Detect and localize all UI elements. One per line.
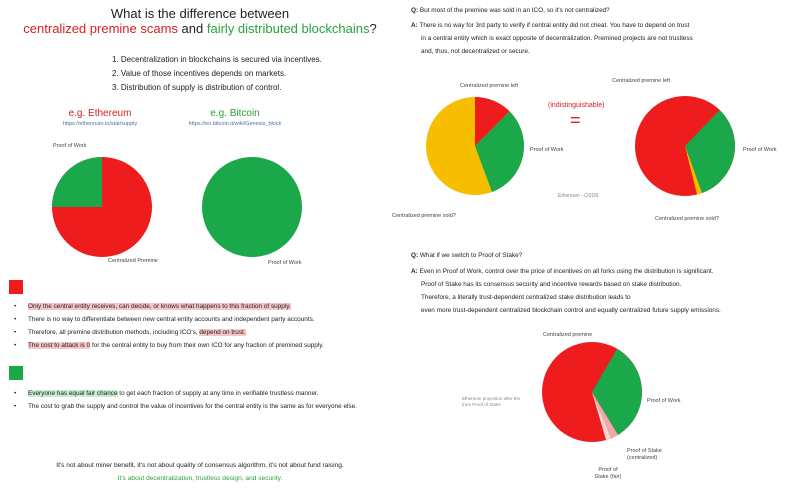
green-marker (9, 366, 23, 380)
pos-pow-label: Proof of Work (647, 398, 681, 404)
left-sold-label: Centralized premine sold? (392, 213, 456, 219)
left-premine-left-label: Centralized premine left (460, 83, 519, 89)
premine-left-slice (475, 97, 510, 146)
reason-item: 1. Decentralization in blockchains is se… (112, 55, 322, 64)
list-item: • Only the central entity receives, can d… (14, 303, 291, 310)
bitcoin-pow-label: Proof of Work (268, 260, 302, 266)
ethereum-url[interactable]: https://etherscan.io/stat/supply (62, 121, 138, 127)
ethereum-label: e.g. Ethereum (68, 108, 132, 119)
reasons-list: 1. Decentralization in blockchains is se… (112, 53, 322, 95)
source-label: Ethereum - (2018) (558, 193, 599, 199)
red-marker (9, 280, 23, 294)
qa2-answer: A: Even in Proof of Work, control over t… (411, 268, 721, 314)
pow-slice (685, 110, 735, 193)
pos-note: Ethereum projection after 5% from Proof … (462, 396, 521, 407)
page-title: What is the difference between (110, 6, 290, 21)
premine-combined-pie (635, 96, 735, 196)
qa2-question: Q: What if we switch to Proof of Stake? (411, 252, 523, 259)
footer-line1: It's not about miner benefit, it's not a… (56, 462, 344, 469)
qa1-answer: A: There is no way for 3rd party to veri… (411, 22, 693, 55)
list-item: • Therefore, all premine distribution met… (14, 329, 246, 336)
ethereum-pie (52, 157, 152, 257)
right-premine-left-label: Centralized premine left (612, 78, 671, 84)
pos-centralized-label: Proof of Stake (centralized) (627, 448, 662, 461)
right-pow-label: Proof of Work (743, 147, 777, 153)
red-bullet-list: • Only the central entity receives, can d… (14, 300, 324, 352)
reason-item: 2. Value of those incentives depends on … (112, 69, 287, 78)
title-red-part: centralized premine scams (23, 21, 178, 36)
pow-slice (592, 349, 642, 435)
ethereum-pow-label: Proof of Work (53, 143, 87, 149)
bitcoin-label: e.g. Bitcoin (210, 108, 260, 119)
pow-slice (52, 157, 102, 207)
sold-slice (685, 146, 702, 195)
list-item: • Everyone has equal fair chance to get e… (14, 390, 319, 397)
equals-sign: = (570, 110, 581, 130)
pow-slice (202, 157, 302, 257)
list-item: • The cost to attack is 0 for the central… (14, 342, 324, 349)
title-question: ? (369, 21, 377, 36)
green-bullet-list: • Everyone has equal fair chance to get e… (14, 387, 357, 413)
list-item: • There is no way to differentiate betwee… (14, 316, 315, 323)
list-item: • The cost to grab the supply and control… (14, 403, 357, 410)
pos-centralized-slice (592, 392, 618, 438)
indistinguishable-label: (indistinguishable) (548, 102, 605, 109)
pow-slice (475, 111, 524, 192)
qa1-question: Q: But most of the premine was sold in a… (411, 7, 610, 14)
title-green-part: fairly distributed blockchains (206, 21, 370, 36)
premine-split-pie (426, 97, 524, 195)
page-subtitle: centralized premine scams and fairly dis… (0, 21, 400, 36)
ethereum-premine-label: Centralized Premine (108, 258, 158, 264)
pos-fair-slice (592, 392, 611, 440)
pos-premine-label: Centralized premine (543, 332, 593, 338)
left-pow-label: Proof of Work (530, 147, 564, 153)
right-sold-label: Centralized premine sold? (655, 216, 719, 222)
bitcoin-pie (202, 157, 302, 257)
bitcoin-url[interactable]: https://en.bitcoin.it/wiki/Genesis_block (188, 121, 282, 127)
pos-pie (542, 342, 642, 442)
pos-fair-label: Proof of Stake (fair) (594, 467, 622, 480)
footer-line2: It's about decentralization, trustless d… (117, 475, 283, 482)
title-and: and (181, 21, 204, 36)
reason-item: 3. Distribution of supply is distributio… (112, 83, 282, 92)
